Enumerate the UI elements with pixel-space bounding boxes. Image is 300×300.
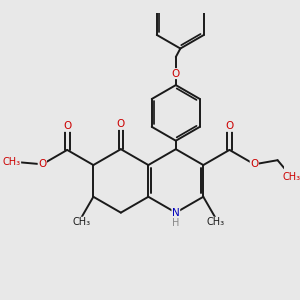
Text: CH₃: CH₃: [206, 217, 224, 227]
Text: CH₃: CH₃: [2, 158, 21, 167]
Text: O: O: [63, 122, 71, 131]
Text: O: O: [172, 69, 180, 79]
Text: CH₃: CH₃: [73, 217, 91, 227]
Text: O: O: [250, 159, 259, 169]
Text: H: H: [172, 218, 179, 228]
Text: O: O: [38, 159, 46, 169]
Text: O: O: [225, 122, 234, 131]
Text: N: N: [172, 208, 180, 218]
Text: CH₃: CH₃: [283, 172, 300, 182]
Text: O: O: [117, 119, 125, 129]
